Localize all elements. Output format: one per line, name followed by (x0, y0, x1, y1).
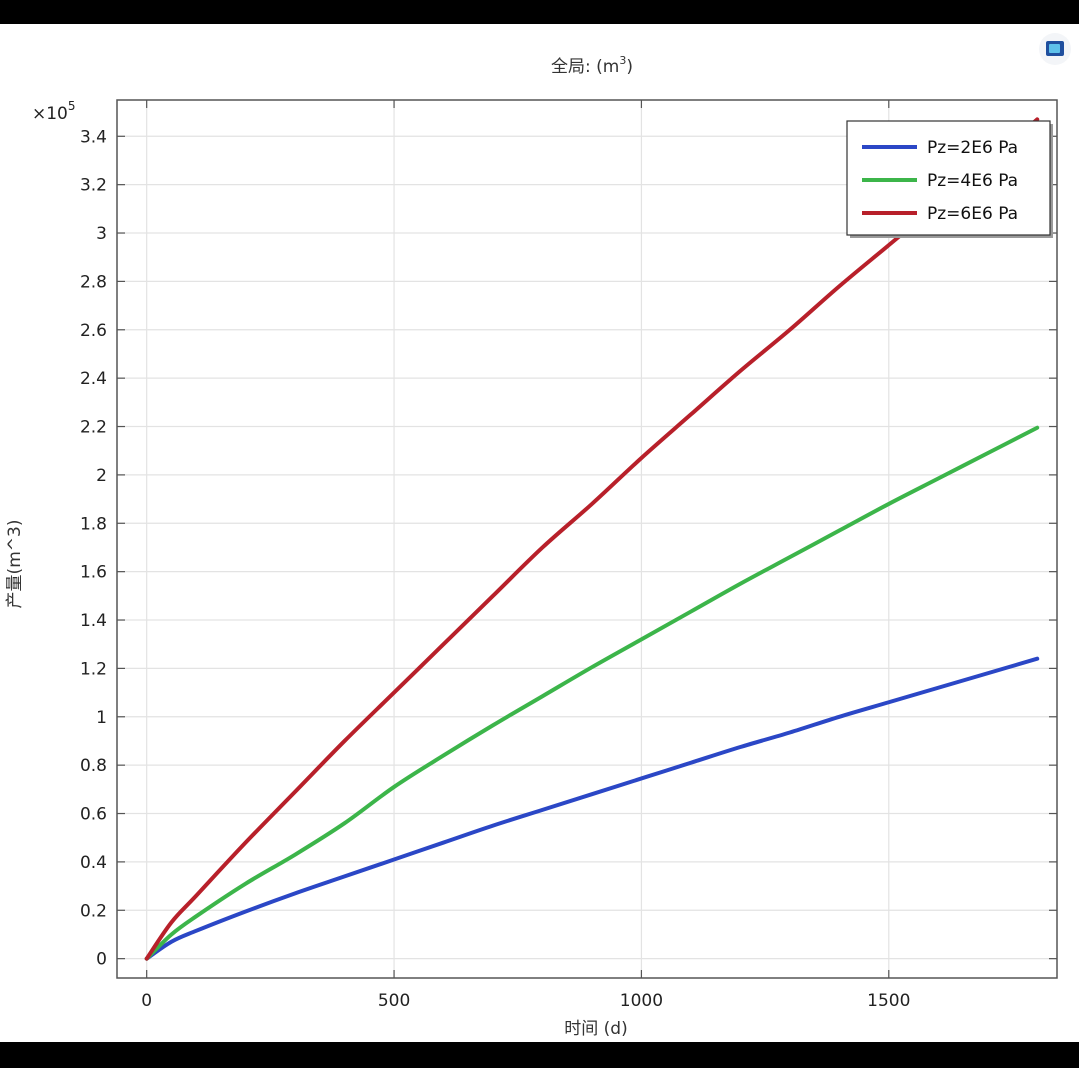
y-tick-label: 2.4 (80, 369, 107, 389)
y-tick-label: 3 (96, 224, 107, 244)
legend-label-2: Pz=4E6 Pa (927, 171, 1018, 191)
series-line-1 (144, 656, 1040, 961)
y-tick-label: 1 (96, 708, 107, 728)
series-lines (144, 117, 1040, 961)
x-axis-ticks: 0 500 1000 1500 (141, 100, 910, 1011)
y-axis-ticks: 0 0.2 0.4 0.6 0.8 1 1.2 1.4 1.6 1.8 2 2.2 2.4 2.6 2.8 3… (80, 127, 1057, 970)
x-axis-title: 时间 (d) (564, 1019, 627, 1039)
window-restore-icon[interactable] (1039, 33, 1071, 65)
y-tick-label: 1.8 (80, 514, 107, 534)
y-tick-label: 3.2 (80, 176, 107, 196)
y-multiplier-exponent: 5 (68, 99, 76, 113)
legend-label-1: Pz=2E6 Pa (927, 138, 1018, 158)
y-axis-title: 产量(m^3) (5, 520, 25, 609)
y-tick-label: 0.8 (80, 756, 107, 776)
y-tick-label: 1.4 (80, 611, 107, 631)
legend: Pz=2E6 Pa Pz=4E6 Pa Pz=6E6 Pa (846, 120, 1053, 238)
y-tick-label: 2.6 (80, 321, 107, 341)
x-tick-label: 500 (378, 991, 410, 1011)
y-tick-label: 3.4 (80, 127, 107, 147)
chart-title-end: ) (626, 57, 633, 77)
x-tick-label: 0 (141, 991, 152, 1011)
series-line-3 (144, 117, 1040, 961)
y-tick-label: 2.2 (80, 418, 107, 438)
y-tick-label: 0.6 (80, 805, 107, 825)
chart-canvas: 全局: (m3) 0 0.2 0.4 0.6 0.8 1 1.2 1.4 1.6 1.8 2 2.2 2… (0, 24, 1079, 1042)
plot-frame (116, 99, 1058, 979)
y-tick-label: 2.8 (80, 272, 107, 292)
y-tick-label: 1.2 (80, 659, 107, 679)
line-chart: 全局: (m3) 00.20.40.60.811.21.41.61.822.22… (5, 33, 1071, 1039)
x-tick-label: 1500 (867, 991, 910, 1011)
y-axis-multiplier: ×105 (32, 99, 76, 124)
y-tick-label: 1.6 (80, 563, 107, 583)
y-multiplier-base: ×10 (32, 104, 68, 124)
chart-title: 全局: (m3) (551, 54, 633, 77)
y-tick-label: 0.4 (80, 853, 107, 873)
series-line-2 (144, 425, 1040, 961)
y-tick-label: 0 (96, 950, 107, 970)
chart-title-main: 全局: (m (551, 57, 619, 77)
chart-title-superscript: 3 (619, 54, 626, 67)
y-tick-label: 2 (96, 466, 107, 486)
y-tick-label: 0.2 (80, 901, 107, 921)
legend-label-3: Pz=6E6 Pa (927, 204, 1018, 224)
x-tick-label: 1000 (620, 991, 663, 1011)
